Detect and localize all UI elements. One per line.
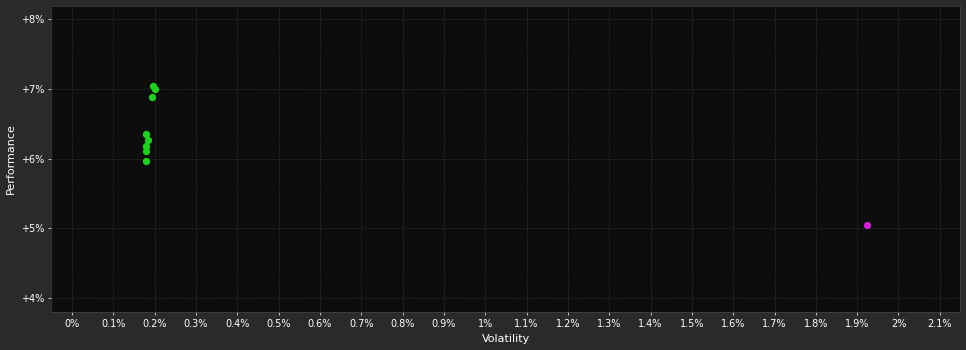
Point xyxy=(139,144,155,149)
X-axis label: Volatility: Volatility xyxy=(482,335,530,344)
Y-axis label: Performance: Performance xyxy=(6,123,15,194)
Point xyxy=(140,137,156,143)
Point xyxy=(147,86,162,92)
Point xyxy=(145,84,160,89)
Point xyxy=(138,148,154,154)
Point xyxy=(138,158,154,164)
Point xyxy=(144,94,159,100)
Point xyxy=(138,132,154,137)
Point xyxy=(860,222,875,228)
